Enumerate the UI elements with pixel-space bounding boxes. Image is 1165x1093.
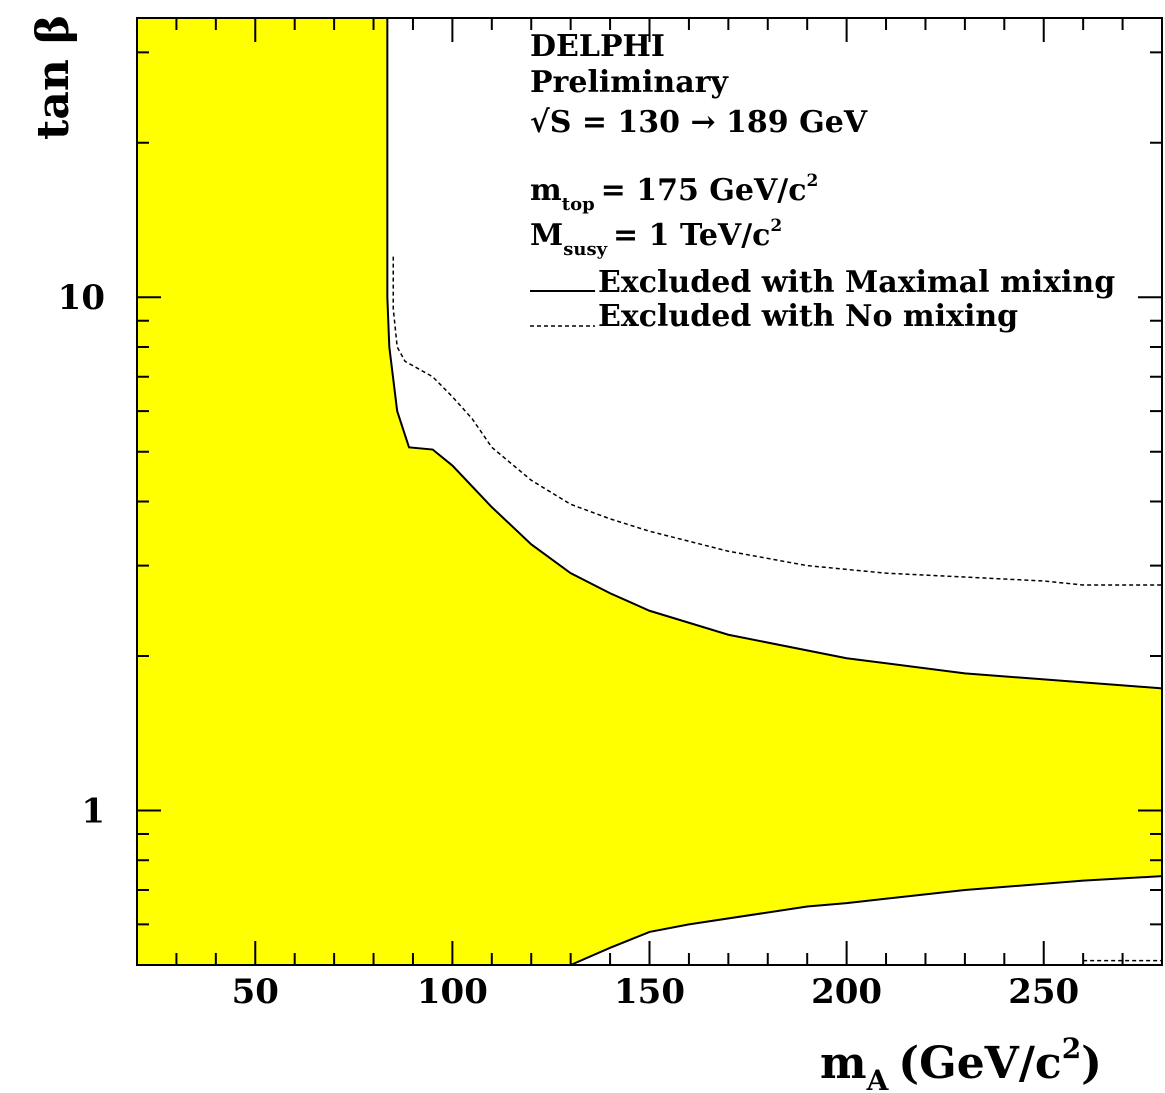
boundary-lines-layer	[386, 18, 1163, 966]
legend-label-max-mixing: Excluded with Maximal mixing	[598, 265, 1115, 300]
msusy-sub: susy	[563, 239, 607, 260]
x-tick-label: 150	[614, 972, 685, 1012]
annotation-block: DELPHI Preliminary √S = 130 → 189 GeV mt…	[530, 29, 868, 260]
x-axis-title: mA (GeV/c2)	[820, 1032, 1102, 1093]
x-axis-title-main: m	[820, 1038, 867, 1089]
no-mixing-line	[392, 256, 1162, 586]
x-tick-label: 200	[811, 972, 882, 1012]
excluded-region-layer	[137, 18, 1162, 965]
mtop-value: = 175 GeV/c	[601, 173, 807, 208]
y-tick-label: 1	[81, 791, 105, 831]
y-tick-label: 10	[58, 278, 105, 318]
status-label: Preliminary	[530, 65, 729, 100]
axis-ticks	[137, 18, 1162, 966]
msusy-value: = 1 TeV/c	[613, 218, 770, 253]
x-tick-label: 100	[417, 972, 488, 1012]
x-axis-title-sup: 2	[1062, 1032, 1081, 1065]
mtop-label: mtop = 175 GeV/c2	[530, 171, 818, 215]
mtop-sup: 2	[807, 171, 819, 191]
max-mixing-lower-line	[570, 875, 1163, 966]
y-axis-title: tan β	[28, 15, 79, 140]
x-tick-label: 50	[232, 972, 279, 1012]
x-axis-title-end: )	[1081, 1038, 1102, 1089]
energy-label: √S = 130 → 189 GeV	[530, 105, 868, 140]
experiment-label: DELPHI	[530, 29, 665, 64]
x-axis-title-unit: (GeV/c	[898, 1038, 1061, 1089]
max-mixing-upper-line	[386, 18, 1163, 690]
msusy-sup: 2	[770, 216, 782, 236]
x-tick-label: 250	[1008, 972, 1079, 1012]
tick-labels: 50 100 150 200 250 1 10	[58, 278, 1080, 1012]
mtop-main: m	[530, 173, 562, 208]
mtop-sub: top	[562, 194, 595, 215]
legend: Excluded with Maximal mixing Excluded wi…	[530, 265, 1115, 334]
excluded-region-fill	[137, 18, 1162, 965]
msusy-label: Msusy = 1 TeV/c2	[530, 216, 782, 260]
msusy-main: M	[530, 218, 563, 253]
x-axis-title-sub: A	[866, 1064, 890, 1093]
legend-label-no-mixing: Excluded with No mixing	[598, 299, 1018, 334]
